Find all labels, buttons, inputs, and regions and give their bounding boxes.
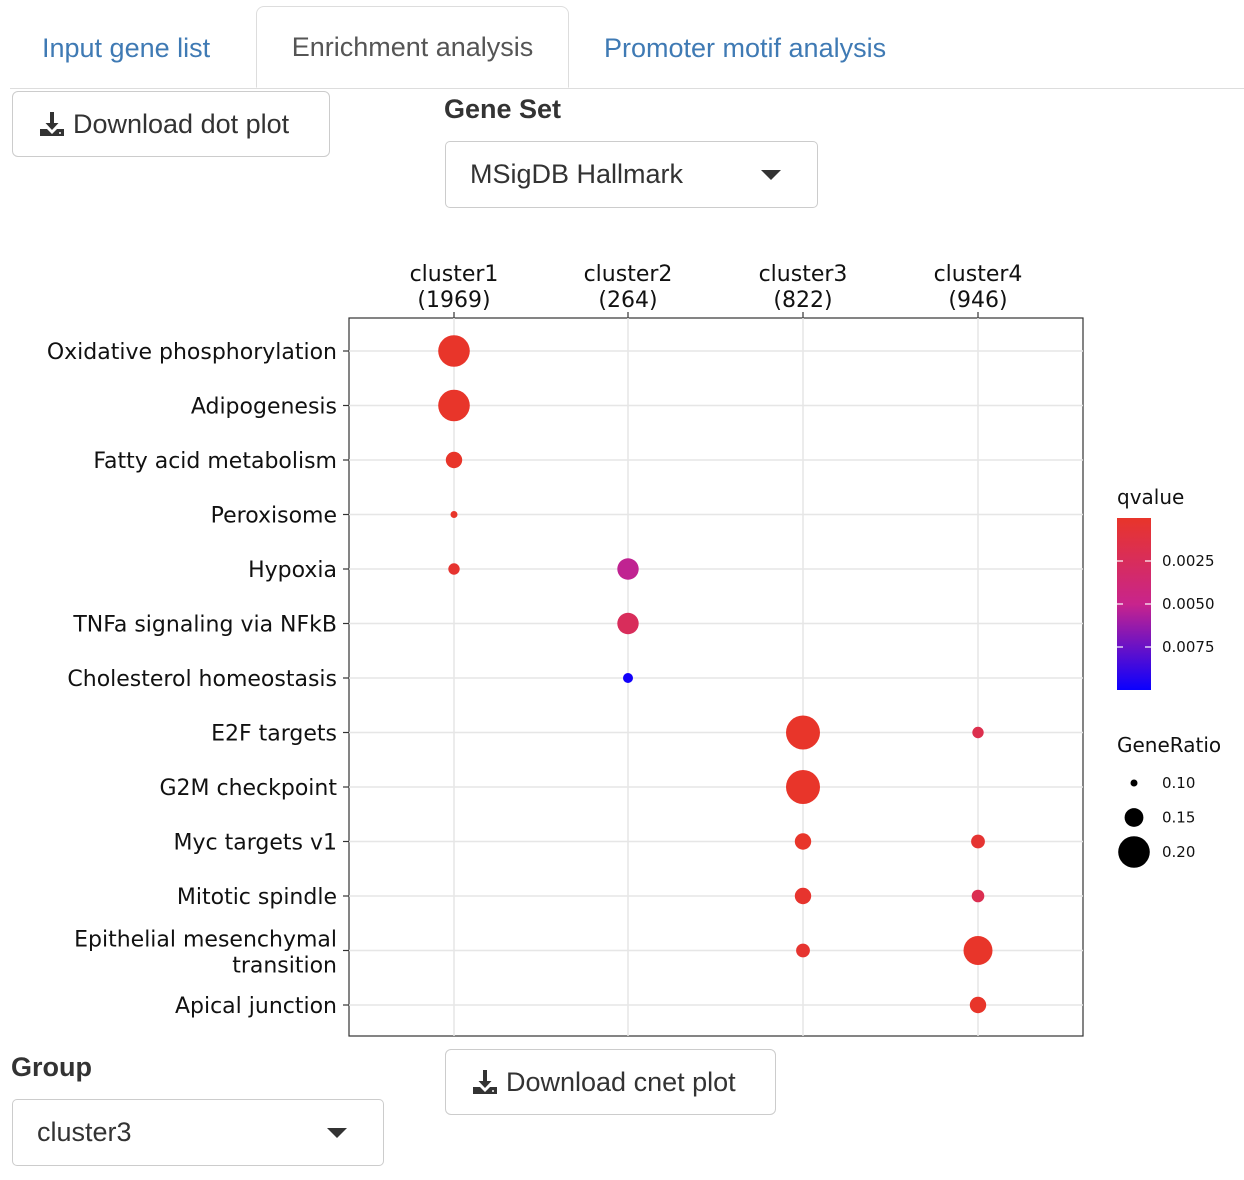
group-value: cluster3 (37, 1117, 132, 1147)
data-point (438, 389, 470, 422)
data-point (450, 511, 458, 518)
legend-color-label: 0.0075 (1162, 638, 1215, 656)
data-point (786, 715, 820, 750)
data-point (794, 833, 812, 850)
data-point (972, 726, 984, 739)
legend-size-label: 0.10 (1162, 774, 1195, 792)
tab-divider (10, 88, 1244, 89)
y-tick-label: Epithelial mesenchymal (74, 928, 337, 953)
legend-color-label: 0.0050 (1162, 595, 1215, 613)
data-point (617, 612, 639, 635)
data-point (445, 451, 463, 469)
x-tick-count: (1969) (417, 288, 490, 313)
download-dot-plot-label: Download dot plot (73, 108, 290, 139)
gene-set-value: MSigDB Hallmark (470, 159, 684, 189)
tab-promoter-motif-analysis[interactable]: Promoter motif analysis (604, 33, 887, 63)
download-icon (473, 1070, 497, 1094)
data-point (448, 563, 460, 575)
y-tick-label: transition (232, 954, 337, 979)
group-select[interactable]: cluster3 (12, 1099, 384, 1166)
data-point (971, 889, 985, 903)
chevron-down-icon (327, 1127, 347, 1138)
y-tick-label: Peroxisome (211, 504, 337, 529)
x-tick-label: cluster1 (410, 262, 499, 287)
legend-color-label: 0.0025 (1162, 552, 1215, 570)
plot-panel (348, 317, 1084, 1037)
download-icon (40, 112, 64, 136)
legend-size-dot (1118, 836, 1150, 868)
y-tick-label: Mitotic spindle (177, 885, 337, 910)
y-tick-label: Oxidative phosphorylation (47, 340, 337, 365)
legend-color-title: qvalue (1117, 485, 1184, 509)
y-tick-label: Apical junction (175, 994, 337, 1019)
data-point (971, 834, 985, 849)
data-point (794, 887, 812, 905)
tab-bar: Input gene list Enrichment analysis Prom… (10, 0, 1244, 90)
y-tick-label: Hypoxia (248, 558, 337, 583)
y-tick-label: Cholesterol homeostasis (67, 667, 337, 692)
tab-enrichment-analysis[interactable]: Enrichment analysis (256, 6, 569, 88)
data-point (796, 943, 810, 958)
x-tick-label: cluster3 (759, 262, 848, 287)
legend-size-title: GeneRatio (1117, 733, 1221, 757)
tab-input-gene-list[interactable]: Input gene list (42, 33, 211, 63)
x-tick-label: cluster2 (584, 262, 673, 287)
x-tick-count: (946) (948, 288, 1007, 313)
download-cnet-plot-button[interactable]: Download cnet plot (445, 1049, 776, 1115)
x-tick-count: (822) (773, 288, 832, 313)
legend-size-label: 0.15 (1162, 809, 1195, 827)
x-tick-label: cluster4 (934, 262, 1023, 287)
group-label: Group (11, 1052, 92, 1082)
y-tick-label: Adipogenesis (191, 395, 337, 420)
download-dot-plot-button[interactable]: Download dot plot (12, 91, 330, 157)
legend-size-dot (1130, 779, 1138, 787)
y-tick-label: Fatty acid metabolism (93, 449, 337, 474)
chevron-down-icon (761, 169, 781, 180)
y-tick-label: TNFa signaling via NFkB (72, 613, 337, 638)
legend-size-label: 0.20 (1162, 843, 1195, 861)
y-tick-label: G2M checkpoint (159, 776, 337, 801)
legend-size-dot (1124, 808, 1144, 827)
download-cnet-plot-label: Download cnet plot (506, 1066, 736, 1097)
data-point (963, 936, 993, 965)
y-tick-label: E2F targets (211, 722, 337, 747)
gene-set-select[interactable]: MSigDB Hallmark (445, 141, 818, 208)
data-point (438, 335, 470, 367)
data-point (617, 558, 639, 580)
gene-set-label: Gene Set (444, 94, 562, 124)
x-tick-count: (264) (598, 288, 657, 313)
data-point (623, 673, 633, 683)
data-point (786, 770, 820, 804)
dot-plot-chart: cluster1(1969) cluster2(264) cluster3(822)… (47, 262, 1221, 1037)
y-tick-label: Myc targets v1 (174, 831, 337, 856)
data-point (969, 996, 987, 1014)
